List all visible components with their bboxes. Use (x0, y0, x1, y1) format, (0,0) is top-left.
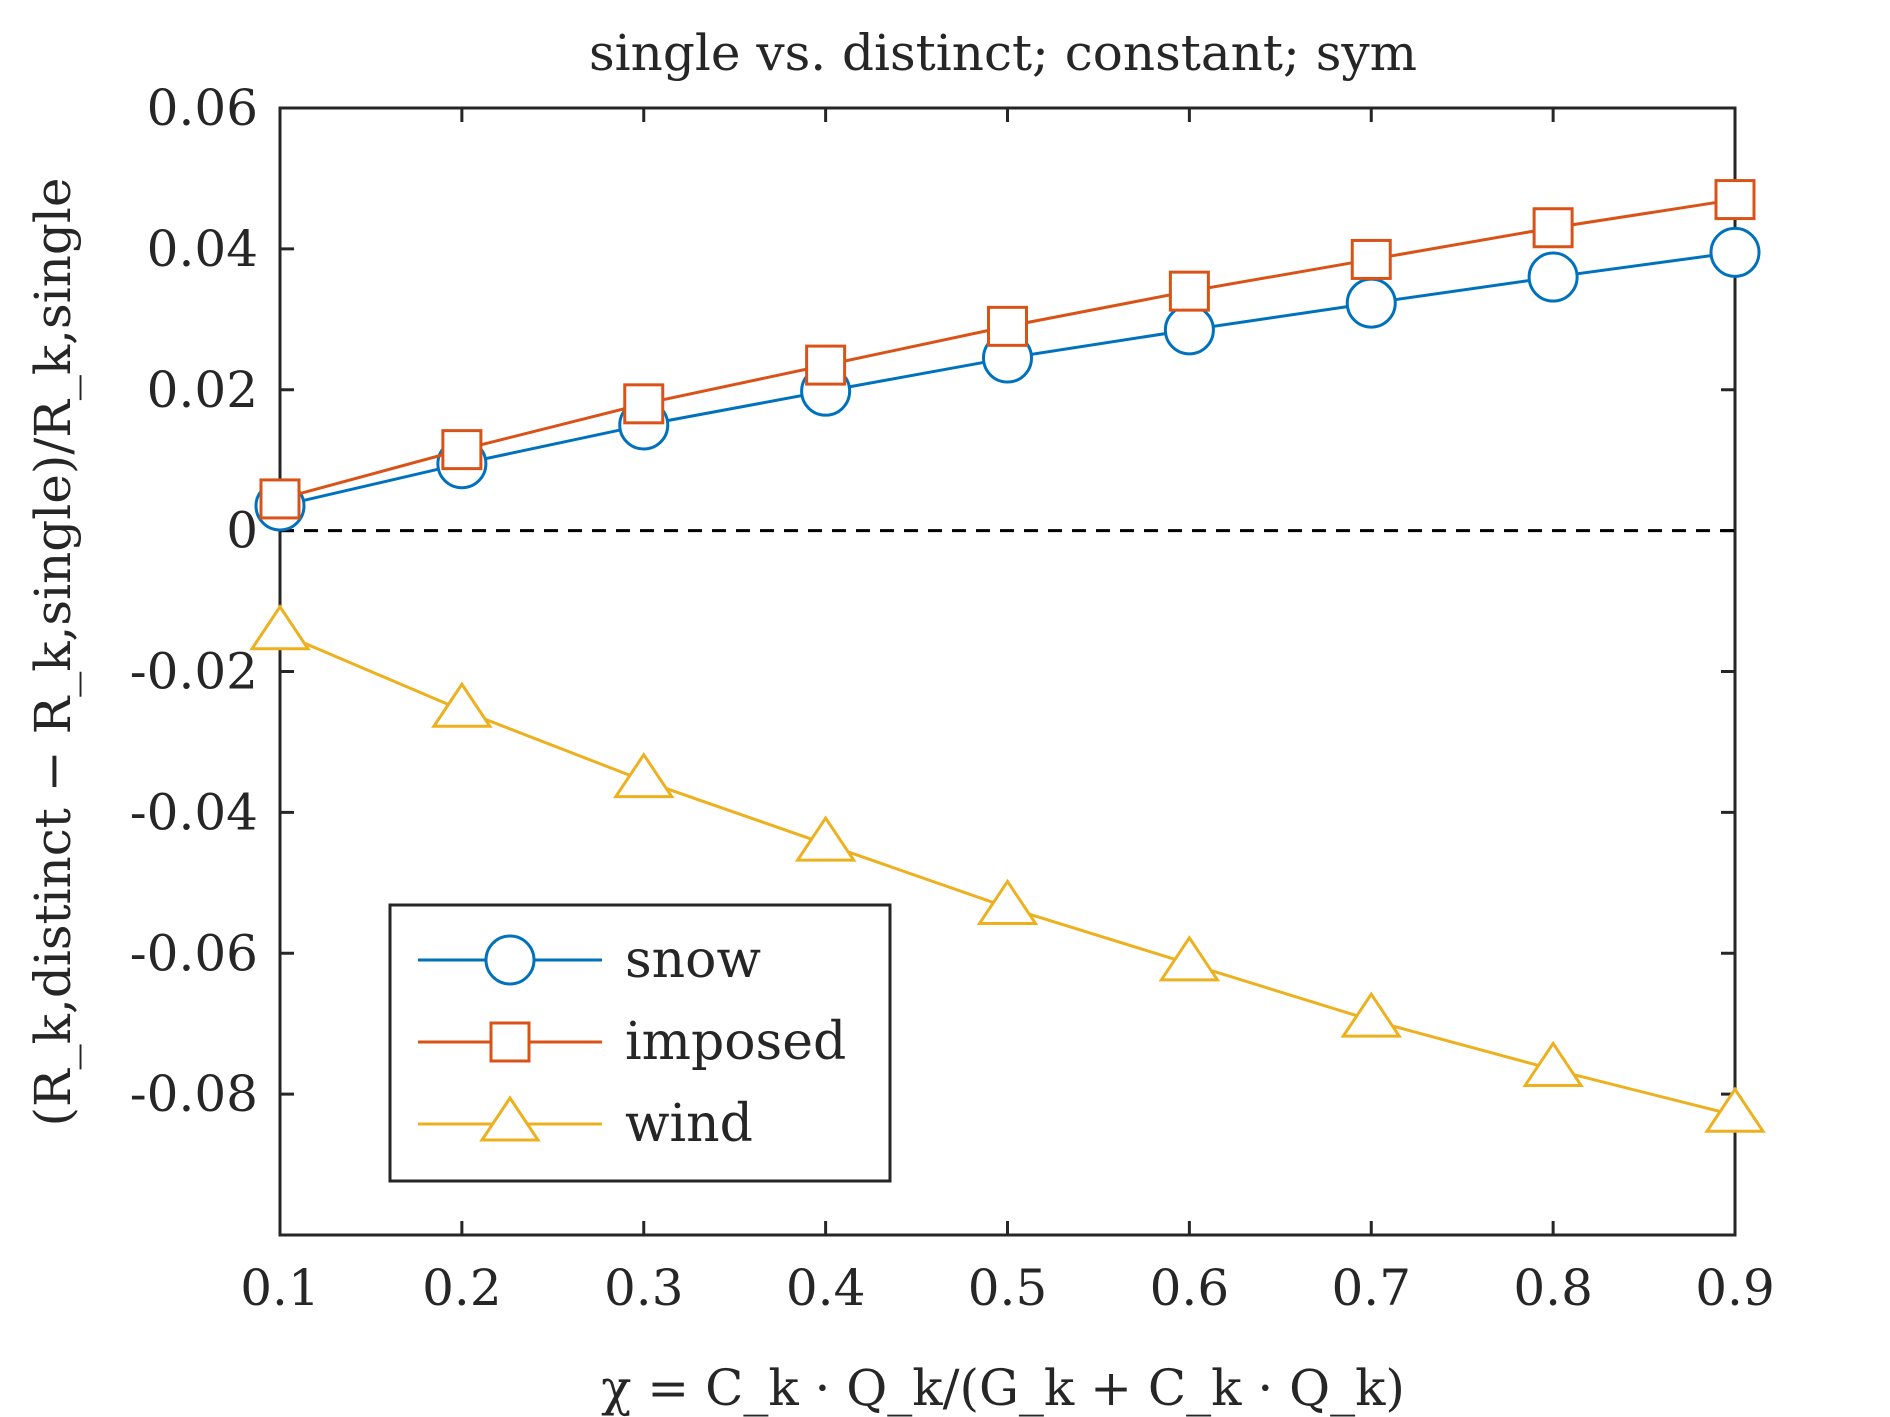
series-imposed (259, 179, 1756, 520)
data-point-imposed (1350, 238, 1392, 280)
data-point-wind (1340, 991, 1403, 1038)
legend-label-snow: snow (625, 930, 761, 990)
data-point-imposed (805, 344, 847, 386)
y-tick-label: -0.02 (130, 643, 258, 701)
x-axis-label: χ = C_k · Q_k/(G_k + C_k · Q_k) (601, 1359, 1405, 1417)
data-point-wind (1158, 935, 1221, 982)
data-point-imposed (259, 478, 301, 520)
y-tick-label: 0.04 (147, 220, 258, 278)
y-tick-label: 0 (226, 502, 258, 560)
data-point-wind (1522, 1040, 1584, 1087)
data-point-imposed (1532, 207, 1574, 249)
y-tick-label: -0.04 (130, 783, 258, 841)
data-point-imposed (1714, 179, 1756, 221)
series-wind (249, 604, 1766, 1133)
y-tick-label: -0.06 (130, 924, 258, 982)
x-tick-label: 0.2 (422, 1259, 502, 1317)
data-point-snow (1345, 277, 1397, 329)
data-point-snow (1163, 304, 1215, 356)
x-tick-label: 0.4 (786, 1259, 866, 1317)
data-point-wind (1704, 1086, 1766, 1133)
chart-title: single vs. distinct; constant; sym (589, 24, 1417, 82)
y-tick-label: -0.08 (130, 1065, 258, 1123)
x-tick-label: 0.7 (1331, 1259, 1411, 1317)
data-point-wind (431, 681, 493, 728)
data-point-imposed (623, 383, 665, 425)
data-point-imposed (441, 429, 483, 471)
x-tick-label: 0.8 (1513, 1259, 1593, 1317)
legend: snow imposed wind (388, 903, 892, 1183)
legend-marker-imposed (489, 1021, 531, 1063)
legend-label-imposed: imposed (625, 1012, 846, 1072)
y-axis-label: (R_k,distinct − R_k,single)/R_k,single (24, 178, 82, 1127)
x-tick-label: 0.3 (604, 1259, 684, 1317)
x-tick-label: 0.1 (240, 1259, 320, 1317)
data-point-wind (249, 604, 311, 651)
legend-marker-wind (479, 1095, 541, 1142)
plot-area: 0.1 0.2 0.3 0.4 0.5 0.6 0.7 0.8 0.9 0.06 0.04 0.02 0… (130, 79, 1775, 1317)
y-tick-label: 0.02 (147, 361, 258, 419)
x-tick-label: 0.5 (968, 1259, 1048, 1317)
data-point-imposed (987, 305, 1028, 347)
data-point-snow (1709, 226, 1761, 278)
data-point-imposed (1168, 270, 1210, 312)
legend-label-wind: wind (625, 1094, 753, 1154)
data-point-snow (1527, 251, 1579, 303)
x-tick-label: 0.6 (1150, 1259, 1230, 1317)
y-tick-label: 0.06 (147, 79, 258, 137)
legend-marker-snow (484, 934, 536, 986)
x-tick-label: 0.9 (1695, 1259, 1775, 1317)
data-point-wind (794, 815, 857, 862)
data-point-wind (976, 878, 1039, 925)
data-point-wind (612, 751, 675, 799)
